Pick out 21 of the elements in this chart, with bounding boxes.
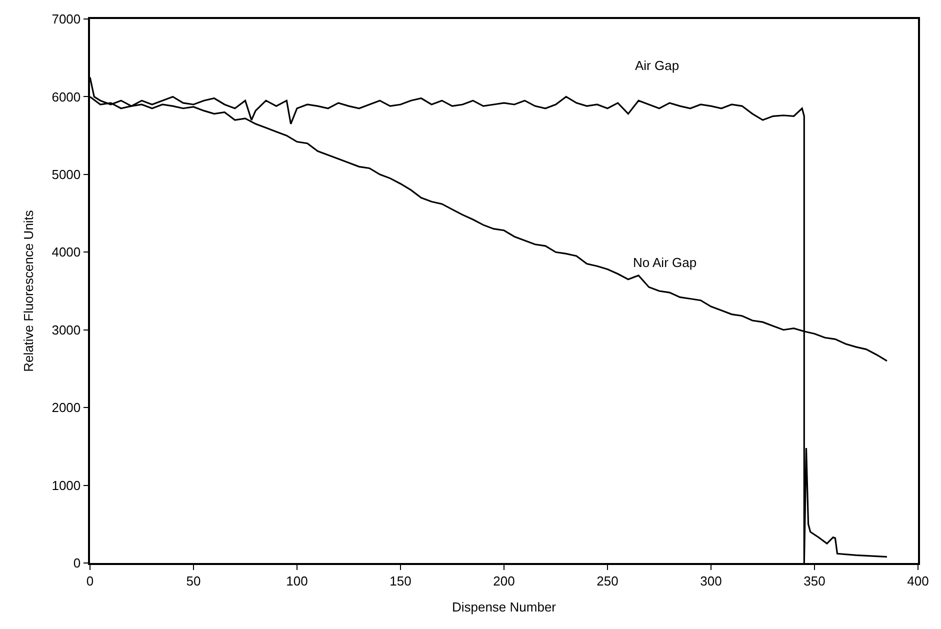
y-tick-label: 1000 bbox=[52, 478, 81, 493]
y-tick-label: 5000 bbox=[52, 166, 81, 182]
y-axis-title: Relative Fluorescence Units bbox=[21, 210, 36, 372]
annotation: Air Gap bbox=[635, 58, 680, 73]
x-tick-label: 0 bbox=[86, 573, 94, 588]
x-tick-label: 150 bbox=[390, 573, 412, 588]
y-tick-label: 6000 bbox=[52, 89, 81, 104]
x-tick-label: 400 bbox=[907, 573, 929, 588]
x-axis-title: Dispense Number bbox=[452, 599, 557, 614]
x-tick-label: 100 bbox=[286, 573, 308, 588]
x-tick-label: 350 bbox=[804, 573, 826, 588]
x-tick-label: 300 bbox=[700, 573, 722, 588]
x-tick-label: 250 bbox=[596, 573, 618, 588]
y-tick-label: 3000 bbox=[52, 322, 81, 338]
y-tick-label: 0 bbox=[73, 556, 81, 571]
y-tick-label: 4000 bbox=[52, 244, 81, 260]
y-tick-label: 2000 bbox=[52, 400, 81, 416]
x-tick-label: 50 bbox=[186, 573, 201, 588]
y-tick-label: 7000 bbox=[52, 12, 81, 27]
x-tick-label: 200 bbox=[493, 573, 515, 588]
annotation: No Air Gap bbox=[633, 255, 697, 270]
